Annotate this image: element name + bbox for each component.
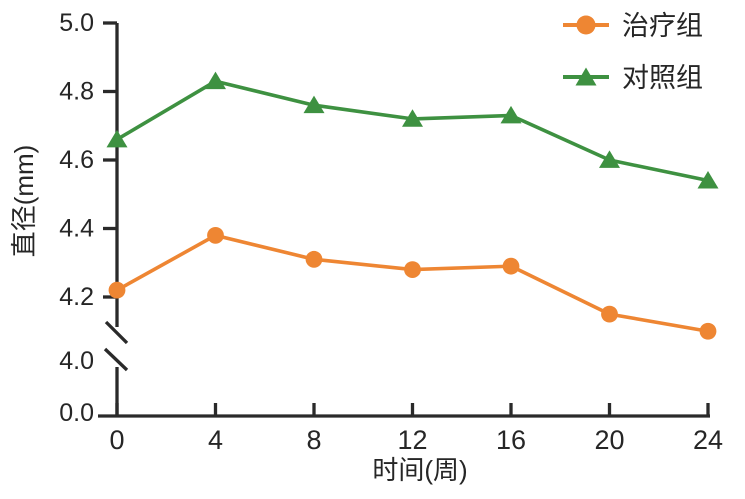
y-tick-label: 0.0 <box>59 399 94 427</box>
legend-item-treatment: 治疗组 <box>563 11 703 41</box>
series-line-0 <box>115 233 710 334</box>
y-tick-label: 4.8 <box>59 78 94 106</box>
x-tick-label: 12 <box>397 425 427 455</box>
legend-circle-marker-icon <box>576 15 596 35</box>
x-tick-label: 0 <box>109 425 124 455</box>
y-axis-title: 直径(mm) <box>9 145 39 258</box>
legend-triangle-marker-icon <box>575 67 597 86</box>
y-axis-break-slash <box>104 320 129 345</box>
x-tick-label: 8 <box>306 425 321 455</box>
x-tick-label: 20 <box>594 425 624 455</box>
data-point-triangle <box>402 109 423 127</box>
data-point-circle <box>404 261 421 278</box>
x-tick-label: 16 <box>496 425 526 455</box>
x-tick-label: 4 <box>208 425 223 455</box>
series-line-1 <box>115 79 710 183</box>
data-point-triangle <box>500 105 522 124</box>
y-axis-break-slash <box>103 347 129 372</box>
y-tick-label: 4.6 <box>59 146 94 174</box>
legend-label-treatment: 治疗组 <box>622 11 703 41</box>
data-point-triangle <box>599 150 620 168</box>
legend-item-control: 对照组 <box>563 63 703 93</box>
data-point-circle <box>108 281 126 299</box>
data-point-circle <box>601 305 618 323</box>
y-tick-label: 4.2 <box>59 283 94 311</box>
data-point-triangle <box>303 95 325 114</box>
data-point-circle <box>305 250 323 268</box>
x-axis-title: 时间(周) <box>372 455 467 485</box>
x-tick-label: 24 <box>693 425 723 455</box>
data-point-circle <box>502 257 520 275</box>
data-point-triangle <box>205 71 226 90</box>
plot-area: 5.0 4.8 4.6 4.4 4.2 4.0 0.0 0 4 8 12 16 20 24 <box>59 9 723 455</box>
data-point-triangle <box>106 129 128 148</box>
y-tick-label: 5.0 <box>59 9 94 37</box>
legend: 治疗组 对照组 <box>563 11 703 93</box>
data-point-triangle <box>697 170 719 189</box>
legend-label-control: 对照组 <box>622 63 703 93</box>
y-tick-label: 4.4 <box>59 215 94 243</box>
data-point-circle <box>207 226 224 244</box>
data-point-circle <box>699 322 717 340</box>
y-tick-label: 4.0 <box>59 347 94 375</box>
